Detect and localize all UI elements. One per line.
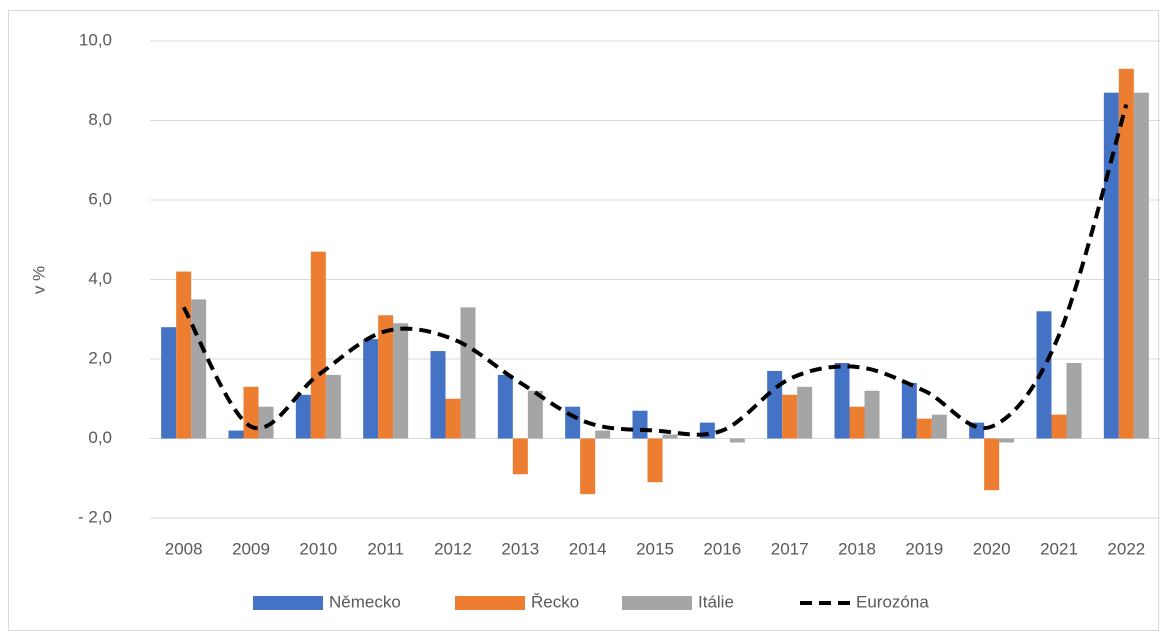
legend-label: Itálie xyxy=(698,592,734,611)
x-tick-label: 2018 xyxy=(838,539,876,558)
x-tick-label: 2016 xyxy=(703,539,741,558)
bar xyxy=(1133,92,1149,439)
bar xyxy=(834,362,850,439)
bar xyxy=(782,394,798,439)
bar xyxy=(497,374,513,439)
bar xyxy=(363,339,379,439)
bar xyxy=(191,299,207,439)
bar xyxy=(901,382,917,439)
x-tick-label: 2008 xyxy=(165,539,203,558)
x-tick-label: 2017 xyxy=(771,539,809,558)
bar xyxy=(849,406,865,439)
bar xyxy=(393,323,409,439)
bar xyxy=(310,251,326,439)
bar xyxy=(580,438,596,495)
legend-swatch xyxy=(253,596,323,610)
legend-swatch xyxy=(622,596,692,610)
bar xyxy=(295,394,311,439)
bar xyxy=(797,386,813,439)
bar xyxy=(565,406,581,439)
bar xyxy=(445,398,461,439)
legend-swatch xyxy=(455,596,525,610)
bar xyxy=(527,390,543,439)
y-tick-label: 6,0 xyxy=(88,189,112,208)
bar xyxy=(647,438,663,483)
bar xyxy=(512,438,528,475)
bar xyxy=(632,410,648,439)
y-tick-label: 0,0 xyxy=(88,428,112,447)
legend-label: Řecko xyxy=(531,592,579,611)
x-tick-label: 2020 xyxy=(973,539,1011,558)
bar xyxy=(430,351,446,439)
x-tick-label: 2012 xyxy=(434,539,472,558)
legend-label: Eurozóna xyxy=(856,592,929,611)
y-axis-label: v % xyxy=(29,266,48,294)
y-tick-label: - 2,0 xyxy=(78,507,112,526)
bar xyxy=(258,406,274,439)
bar xyxy=(1036,311,1052,439)
x-tick-label: 2009 xyxy=(232,539,270,558)
x-tick-label: 2013 xyxy=(501,539,539,558)
x-tick-label: 2015 xyxy=(636,539,674,558)
bar xyxy=(243,386,259,439)
bar xyxy=(595,430,611,439)
bar xyxy=(1066,362,1082,439)
bar xyxy=(984,438,1000,491)
bar xyxy=(999,438,1015,443)
x-tick-label: 2014 xyxy=(569,539,607,558)
y-tick-label: 10,0 xyxy=(79,30,112,49)
bar xyxy=(931,414,947,439)
bar xyxy=(325,374,341,439)
bar xyxy=(767,370,783,439)
x-tick-label: 2021 xyxy=(1040,539,1078,558)
bar xyxy=(460,307,476,439)
x-tick-label: 2011 xyxy=(367,539,404,558)
y-tick-label: 8,0 xyxy=(88,110,112,129)
bar xyxy=(228,430,244,439)
line-series xyxy=(181,104,1129,437)
legend-label: Německo xyxy=(329,592,401,611)
x-tick-label: 2022 xyxy=(1107,539,1145,558)
bar xyxy=(916,418,932,439)
x-tick-label: 2010 xyxy=(299,539,337,558)
bar xyxy=(176,271,192,439)
bar xyxy=(161,327,177,439)
bar xyxy=(378,315,394,439)
bar xyxy=(864,390,880,439)
y-tick-label: 2,0 xyxy=(88,348,112,367)
bar xyxy=(729,438,745,443)
y-tick-label: 4,0 xyxy=(88,269,112,288)
x-tick-label: 2019 xyxy=(905,539,943,558)
bar xyxy=(1118,68,1134,439)
bar xyxy=(662,434,678,439)
bar xyxy=(1051,414,1067,439)
